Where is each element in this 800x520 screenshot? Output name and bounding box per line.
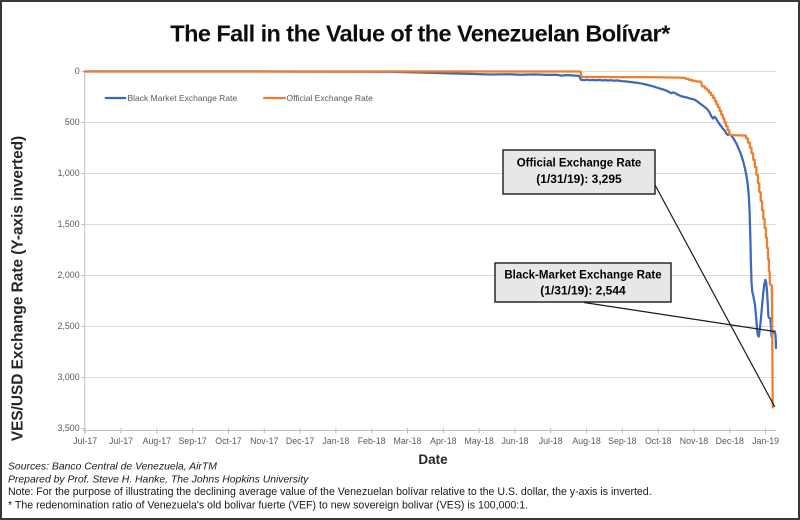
svg-text:VES/USD Exchange Rate (Y-axis: VES/USD Exchange Rate (Y-axis inverted) [9,136,26,441]
svg-text:Nov-17: Nov-17 [250,436,278,446]
svg-text:Black Market Exchange Rate: Black Market Exchange Rate [128,93,238,103]
svg-text:Prepared by Prof. Steve H. Han: Prepared by Prof. Steve H. Hanke, The Jo… [8,475,309,486]
svg-text:Feb-18: Feb-18 [358,436,386,446]
svg-text:Jan-18: Jan-18 [322,436,349,446]
svg-text:1,500: 1,500 [58,219,80,229]
svg-text:Jan-19: Jan-19 [752,436,779,446]
svg-text:Oct-18: Oct-18 [645,436,672,446]
svg-text:Note: For the purpose of illus: Note: For the purpose of illustrating th… [8,486,652,498]
svg-text:Official Exchange Rate: Official Exchange Rate [517,158,642,170]
svg-text:Sep-18: Sep-18 [608,436,636,446]
svg-text:Date: Date [418,452,448,467]
svg-text:500: 500 [65,117,80,127]
svg-text:Sep-17: Sep-17 [178,436,206,446]
svg-text:Dec-17: Dec-17 [286,436,314,446]
svg-text:2,000: 2,000 [58,270,80,280]
svg-text:Jul-17: Jul-17 [109,436,133,446]
svg-text:3,500: 3,500 [58,423,80,433]
svg-text:Official Exchange Rate: Official Exchange Rate [287,93,374,103]
svg-text:2,500: 2,500 [58,321,80,331]
svg-text:1,000: 1,000 [58,168,80,178]
svg-text:Black-Market Exchange Rate: Black-Market Exchange Rate [504,270,661,282]
svg-text:Apr-18: Apr-18 [430,436,457,446]
svg-text:May-18: May-18 [464,436,493,446]
svg-text:Jul-18: Jul-18 [539,436,563,446]
svg-text:The Fall in the Value of the V: The Fall in the Value of the Venezuelan … [170,21,671,47]
svg-text:0: 0 [75,66,80,76]
svg-text:Aug-18: Aug-18 [572,436,600,446]
svg-text:Aug-17: Aug-17 [143,436,171,446]
svg-text:Jun-18: Jun-18 [501,436,528,446]
svg-text:Nov-18: Nov-18 [680,436,708,446]
svg-text:Mar-18: Mar-18 [394,436,422,446]
svg-text:3,000: 3,000 [58,372,80,382]
svg-text:(1/31/19): 2,544: (1/31/19): 2,544 [540,284,626,298]
svg-text:Jul-17: Jul-17 [73,436,97,446]
svg-text:* The redenomination ratio of: * The redenomination ratio of Venezuela'… [8,500,528,512]
svg-text:Oct-17: Oct-17 [215,436,242,446]
svg-text:(1/31/19): 3,295: (1/31/19): 3,295 [536,172,622,186]
svg-text:Sources: Banco Central de Vene: Sources: Banco Central de Venezuela, Air… [8,462,217,473]
svg-text:Dec-18: Dec-18 [716,436,744,446]
